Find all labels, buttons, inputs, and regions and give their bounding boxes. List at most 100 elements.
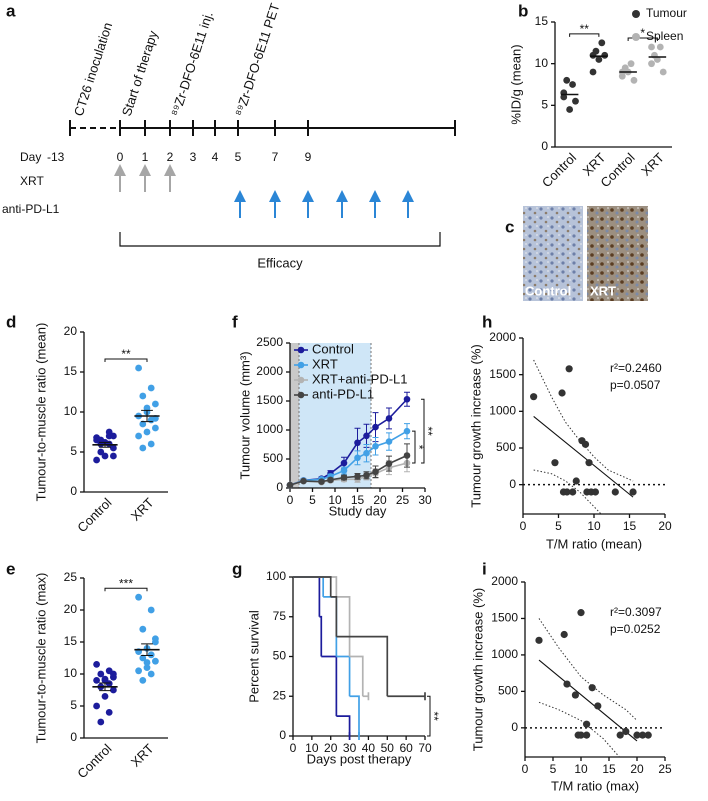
data-point — [372, 423, 379, 431]
significance-bracket — [104, 587, 148, 592]
data-point — [363, 471, 370, 479]
data-point — [630, 76, 638, 84]
panel-label: g — [232, 559, 242, 578]
panel-label: b — [518, 1, 528, 20]
y-tick-label: 5 — [541, 98, 548, 112]
data-point — [105, 709, 113, 716]
y-tick-label: 15 — [64, 364, 78, 378]
data-point — [152, 424, 159, 432]
x-tick-label: 0 — [290, 741, 297, 755]
therapy-period — [299, 343, 371, 488]
legend-marker — [297, 391, 305, 399]
data-point — [530, 393, 538, 401]
data-point — [535, 636, 543, 644]
data-point — [147, 670, 155, 678]
data-point — [354, 454, 361, 462]
data-point — [639, 731, 647, 739]
data-point — [101, 452, 109, 460]
data-point — [566, 106, 574, 113]
y-tick-label: 25 — [64, 570, 78, 584]
x-tick-label: XRT — [128, 741, 157, 770]
day: 0 — [117, 150, 124, 164]
day: -13 — [47, 150, 65, 164]
data-point — [563, 76, 571, 84]
data-point — [135, 432, 143, 440]
x-tick-label: 0 — [287, 493, 294, 507]
efficacy-label: Efficacy — [257, 255, 303, 270]
y-axis-title: %ID/g (mean) — [508, 44, 523, 124]
event-label: Start of therapy — [119, 28, 161, 118]
data-point — [143, 428, 151, 436]
legend-label: Tumour — [646, 6, 687, 20]
data-point — [385, 460, 393, 467]
y-tick-label: 15 — [535, 14, 549, 28]
x-axis-title: Study day — [329, 503, 387, 518]
data-point — [583, 731, 591, 739]
y-tick-label: 1000 — [256, 422, 283, 436]
data-point — [569, 488, 577, 496]
data-point — [139, 654, 147, 662]
data-point — [592, 47, 600, 55]
data-point — [571, 691, 580, 699]
survival-step — [349, 695, 360, 736]
x-tick-label: 30 — [418, 493, 432, 507]
data-point — [152, 635, 159, 643]
data-point — [577, 731, 585, 739]
data-point — [135, 667, 143, 675]
x-tick-label: 5 — [309, 493, 316, 507]
y-tick-label: 0 — [70, 484, 77, 498]
x-axis-title: Days post therapy — [307, 751, 412, 766]
xrt-arrows — [114, 164, 176, 192]
data-point — [340, 467, 348, 474]
y-tick-label: 15 — [64, 634, 78, 648]
data-point — [569, 81, 576, 88]
data-point — [588, 684, 596, 692]
panel-label: h — [482, 312, 492, 331]
y-tick-label: 500 — [498, 684, 518, 698]
annotation: r²=0.2460 — [610, 361, 662, 375]
y-axis-title: Tumour-to-muscle ratio (max) — [33, 573, 48, 744]
data-point — [577, 609, 585, 617]
survival-step — [349, 655, 364, 697]
significance-label: ** — [427, 711, 441, 721]
legend-label: XRT — [312, 356, 338, 371]
data-point — [152, 657, 159, 665]
legend-label: XRT+anti-PD-L1 — [312, 371, 408, 386]
legend-label: Control — [312, 341, 354, 356]
event-label: CT26 inoculation — [71, 21, 115, 118]
annotation: p=0.0252 — [610, 622, 661, 636]
y-tick-label: 25 — [273, 688, 287, 702]
data-point — [147, 606, 155, 614]
x-tick-label: 10 — [587, 519, 601, 533]
x-tick-label: Control — [74, 741, 114, 781]
data-point — [611, 488, 619, 496]
legend-label: anti-PD-L1 — [312, 386, 374, 401]
x-tick-label: 5 — [555, 519, 562, 533]
data-point — [565, 365, 573, 373]
data-point — [629, 488, 637, 496]
legend-marker — [297, 361, 305, 369]
data-point — [644, 731, 652, 739]
significance-label: * — [412, 445, 426, 450]
y-tick-label: 500 — [263, 451, 283, 465]
significance-label: ** — [121, 347, 131, 361]
panel-label: d — [6, 312, 16, 331]
data-point — [616, 731, 624, 739]
x-tick-label: 15 — [351, 493, 365, 507]
data-point — [143, 404, 151, 412]
data-point — [110, 432, 117, 440]
data-point — [372, 442, 379, 450]
data-point — [372, 468, 379, 476]
data-point — [110, 452, 117, 460]
day-label: Day — [20, 150, 41, 164]
survival-step — [336, 596, 351, 657]
x-tick-label: 60 — [399, 741, 413, 755]
therapy-period — [290, 343, 299, 488]
data-point — [589, 68, 597, 76]
data-point — [363, 432, 370, 440]
event-label: ⁸⁹Zr-DFO-6E11 inj. — [168, 10, 216, 118]
y-tick-label: 2000 — [491, 574, 518, 588]
confidence-band — [538, 701, 621, 757]
significance-bracket — [569, 33, 600, 37]
